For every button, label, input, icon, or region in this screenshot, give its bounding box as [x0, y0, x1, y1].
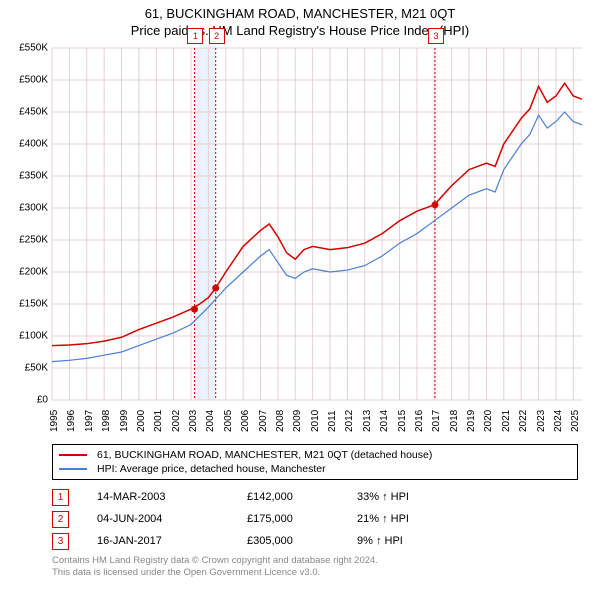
legend-label: HPI: Average price, detached house, Manc…	[97, 463, 326, 475]
sale-number-box: 3	[52, 533, 69, 550]
sale-date: 04-JUN-2004	[97, 513, 247, 525]
chart-plot-area: £0£50K£100K£150K£200K£250K£300K£350K£400…	[52, 48, 582, 400]
legend-item: HPI: Average price, detached house, Manc…	[59, 462, 571, 476]
sale-marker-3: 3	[428, 28, 444, 44]
sale-date: 14-MAR-2003	[97, 491, 247, 503]
x-tick-label: 2024	[553, 410, 564, 432]
x-tick-label: 2005	[223, 410, 234, 432]
y-tick-label: £450K	[19, 107, 48, 118]
legend-item: 61, BUCKINGHAM ROAD, MANCHESTER, M21 0QT…	[59, 448, 571, 462]
footer-line-1: Contains HM Land Registry data © Crown c…	[52, 555, 378, 567]
x-tick-label: 2006	[240, 410, 251, 432]
x-tick-label: 2022	[518, 410, 529, 432]
legend-swatch	[59, 468, 87, 470]
x-tick-label: 2011	[327, 410, 338, 432]
footer-attribution: Contains HM Land Registry data © Crown c…	[52, 555, 378, 580]
sale-price: £142,000	[247, 491, 357, 503]
y-tick-label: £150K	[19, 299, 48, 310]
chart-svg	[52, 48, 582, 400]
x-tick-label: 2007	[258, 410, 269, 432]
sales-table: 1 14-MAR-2003£142,00033% ↑ HPI 2 04-JUN-200…	[52, 486, 447, 552]
x-tick-label: 2019	[466, 410, 477, 432]
y-tick-label: £50K	[25, 363, 48, 374]
legend-swatch	[59, 454, 87, 456]
x-tick-label: 2013	[362, 410, 373, 432]
x-tick-label: 2018	[449, 410, 460, 432]
x-tick-label: 2003	[188, 410, 199, 432]
y-tick-label: £0	[37, 395, 48, 406]
sale-marker-1: 1	[187, 28, 203, 44]
x-tick-label: 1997	[84, 410, 95, 432]
sale-price: £305,000	[247, 535, 357, 547]
legend: 61, BUCKINGHAM ROAD, MANCHESTER, M21 0QT…	[52, 444, 578, 480]
chart-title: 61, BUCKINGHAM ROAD, MANCHESTER, M21 0QT	[0, 6, 600, 21]
y-tick-label: £350K	[19, 171, 48, 182]
y-tick-label: £200K	[19, 267, 48, 278]
x-tick-label: 2000	[136, 410, 147, 432]
sale-pct: 9% ↑ HPI	[357, 535, 447, 547]
x-tick-label: 2001	[153, 410, 164, 432]
x-tick-label: 2010	[310, 410, 321, 432]
sale-price: £175,000	[247, 513, 357, 525]
y-tick-label: £500K	[19, 75, 48, 86]
x-tick-label: 2020	[483, 410, 494, 432]
y-tick-label: £250K	[19, 235, 48, 246]
y-tick-label: £300K	[19, 203, 48, 214]
x-tick-label: 2015	[397, 410, 408, 432]
x-tick-label: 2016	[414, 410, 425, 432]
footer-line-2: This data is licensed under the Open Gov…	[52, 567, 378, 579]
sale-date: 16-JAN-2017	[97, 535, 247, 547]
x-tick-label: 1995	[49, 410, 60, 432]
x-tick-label: 1998	[101, 410, 112, 432]
legend-label: 61, BUCKINGHAM ROAD, MANCHESTER, M21 0QT…	[97, 449, 432, 461]
y-tick-label: £100K	[19, 331, 48, 342]
sale-row: 1 14-MAR-2003£142,00033% ↑ HPI	[52, 486, 447, 508]
sale-number-box: 1	[52, 489, 69, 506]
title-block: 61, BUCKINGHAM ROAD, MANCHESTER, M21 0QT…	[0, 0, 600, 38]
x-tick-label: 2008	[275, 410, 286, 432]
chart-subtitle: Price paid vs. HM Land Registry's House …	[0, 23, 600, 38]
x-tick-label: 2009	[292, 410, 303, 432]
x-tick-label: 2012	[344, 410, 355, 432]
x-tick-label: 1999	[119, 410, 130, 432]
chart-container: 61, BUCKINGHAM ROAD, MANCHESTER, M21 0QT…	[0, 0, 600, 590]
x-tick-label: 2002	[171, 410, 182, 432]
x-tick-label: 2014	[379, 410, 390, 432]
sale-pct: 33% ↑ HPI	[357, 491, 447, 503]
x-tick-label: 1996	[66, 410, 77, 432]
sale-number-box: 2	[52, 511, 69, 528]
x-tick-label: 2017	[431, 410, 442, 432]
x-tick-label: 2021	[501, 410, 512, 432]
x-tick-label: 2023	[536, 410, 547, 432]
sale-row: 2 04-JUN-2004£175,00021% ↑ HPI	[52, 508, 447, 530]
sale-row: 3 16-JAN-2017£305,0009% ↑ HPI	[52, 530, 447, 552]
y-tick-label: £400K	[19, 139, 48, 150]
sale-pct: 21% ↑ HPI	[357, 513, 447, 525]
x-tick-label: 2025	[570, 410, 581, 432]
x-tick-label: 2004	[205, 410, 216, 432]
y-tick-label: £550K	[19, 43, 48, 54]
sale-marker-2: 2	[209, 28, 225, 44]
